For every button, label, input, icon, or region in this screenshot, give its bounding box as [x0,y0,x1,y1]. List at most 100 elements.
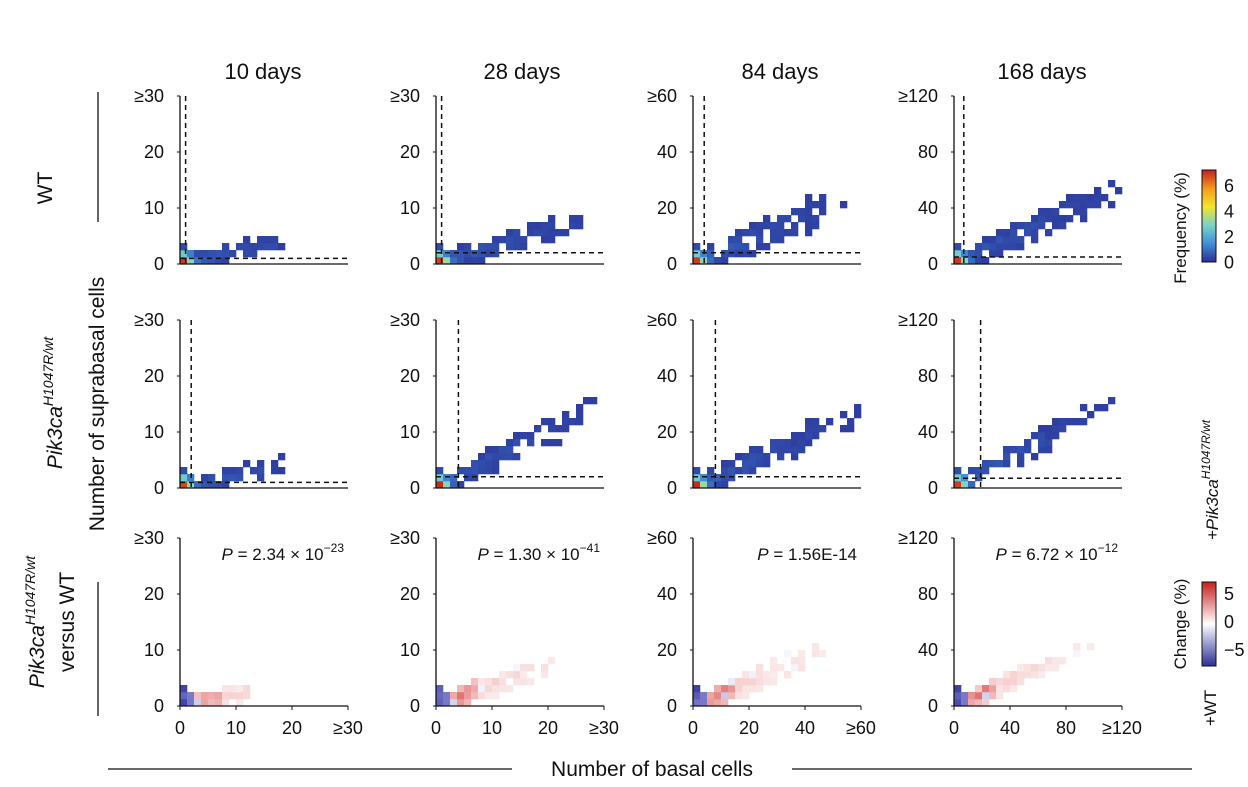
heat-cell [721,257,729,265]
heat-cell [742,229,750,237]
heat-cell [777,446,785,454]
heat-cell [1024,439,1032,447]
heatmap-panel-r2-c0: 0 10 20 ≥30 0 10 20 ≥30 P = 2.34 × 10−23 [134,528,363,738]
heat-cell [457,243,465,251]
heat-cell [562,411,570,419]
y-tick-label: 80 [918,142,938,162]
heat-cell [464,474,472,482]
frequency-colorbar-title: Frequency (%) [1171,172,1190,283]
diff-cell [975,699,983,707]
heat-cell [478,460,486,468]
heat-cell [590,397,598,405]
heat-cell [271,460,279,468]
heat-cell [721,467,729,475]
heat-cell [714,481,722,489]
heat-cell [576,411,584,419]
diff-cell [1017,678,1025,686]
heat-cell [770,229,778,237]
diff-cell [742,671,750,679]
heat-cell [1094,194,1102,202]
heat-cell [506,229,514,237]
heat-cell [278,243,286,251]
x-tick-label: 10 [482,718,502,738]
diff-cell [784,650,792,658]
diff-cell [961,692,969,700]
heat-cell [777,215,785,223]
heat-cell [1038,432,1046,440]
heat-cell [847,418,855,426]
heat-cell [485,467,493,475]
heat-cell [975,250,983,258]
heat-cell [257,460,265,468]
column-titles: 10 days 28 days 84 days 168 days [224,59,1086,84]
diff-cell [756,685,764,693]
heat-cell [721,474,729,482]
heat-cell [1003,229,1011,237]
heat-cell [534,229,542,237]
heat-cell [1003,453,1011,461]
heat-cell [791,453,799,461]
diff-cell [1052,664,1060,672]
heat-cell [492,243,500,251]
diff-cell [1059,657,1067,665]
heat-cell [271,236,279,244]
heat-cell [721,250,729,258]
diff-cell [763,671,771,679]
heat-cell [961,250,969,258]
diff-cell [513,671,521,679]
heatmap-panel-r1-c0: 0 10 20 ≥30 [134,310,348,498]
heat-cell [208,250,216,258]
heat-cell [721,460,729,468]
heat-cell [257,467,265,475]
heat-cell [756,236,764,244]
diff-cell [714,699,722,707]
heat-cell [194,257,202,265]
heat-cell [527,432,535,440]
heat-cell [812,215,820,223]
diff-cell [996,678,1004,686]
diff-cell [975,692,983,700]
heat-cell [756,229,764,237]
heat-cell [735,229,743,237]
heat-cell [257,236,265,244]
heat-cell [215,257,223,265]
heat-cell [1045,425,1053,433]
y-tick-label: 20 [657,422,677,442]
heat-cell [271,243,279,251]
heat-cell [714,257,722,265]
heat-cell [989,250,997,258]
heat-cell [982,257,990,265]
diff-cell [1038,664,1046,672]
diff-cell [201,699,209,707]
frequency-colorbar-gradient [1201,169,1217,263]
heat-cell [777,453,785,461]
diff-cell [742,678,750,686]
heat-cell [1073,194,1081,202]
diff-cell [236,685,244,693]
diff-cell [1010,671,1018,679]
heat-cell [457,250,465,258]
heat-cell [954,257,962,265]
diff-cell [499,678,507,686]
heat-cell [471,474,479,482]
heat-cell [492,236,500,244]
heat-cell [541,222,549,230]
heat-cell [485,250,493,258]
heat-cell [742,243,750,251]
frequency-colorbar-tick: 6 [1224,176,1234,196]
heat-cell [840,201,848,209]
heat-cell [257,243,265,251]
y-tick-label: 0 [667,478,677,498]
heat-cell [763,460,771,468]
heat-cell [436,474,444,482]
p-value-symbol: P [996,545,1008,564]
heat-cell [548,418,556,426]
heat-cell [541,439,549,447]
heat-cell [250,250,258,258]
heat-cell [229,474,237,482]
change-colorbar-label-top: +Pik3caH1047R/wt [1199,419,1222,540]
diff-cell [1003,678,1011,686]
diff-cell [1045,664,1053,672]
y-tick-label: ≥30 [390,310,420,330]
y-tick-label: 20 [657,198,677,218]
